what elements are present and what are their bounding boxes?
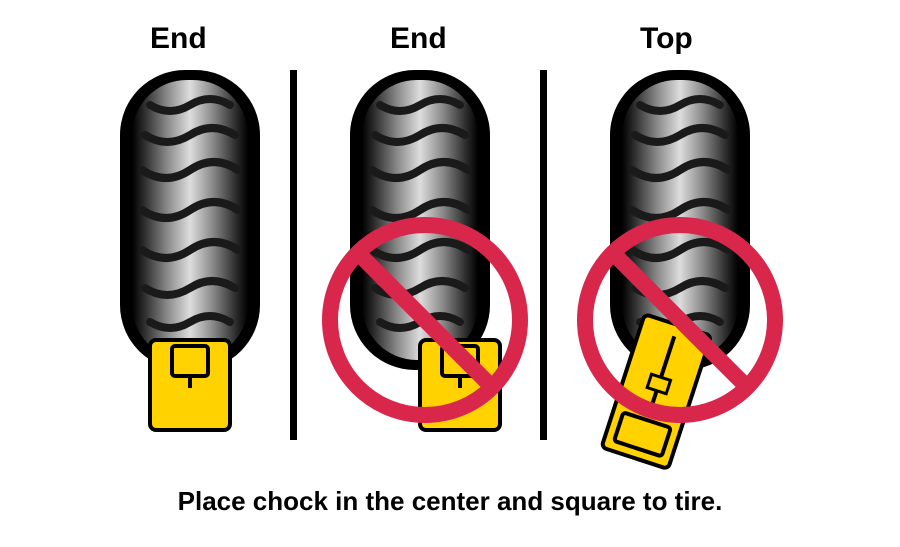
panel-label: End xyxy=(150,22,207,56)
diagram-stage: End End Top xyxy=(0,0,900,547)
instruction-caption: Place chock in the center and square to … xyxy=(0,486,900,517)
panel-wrong-offset xyxy=(320,70,550,450)
panel-label: Top xyxy=(640,22,693,56)
panel-divider xyxy=(290,70,297,440)
tire-icon xyxy=(120,70,260,370)
panel-label: End xyxy=(390,22,447,56)
panel-wrong-angled xyxy=(570,70,820,450)
panel-correct-end xyxy=(90,70,290,450)
wheel-chock-icon xyxy=(150,340,230,430)
